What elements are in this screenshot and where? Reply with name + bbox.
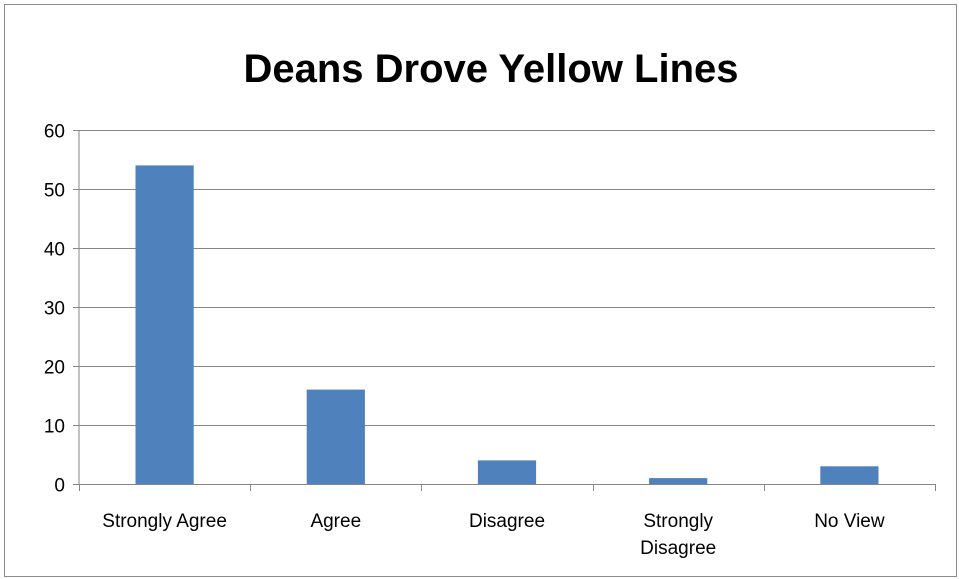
bar: [135, 165, 194, 484]
x-tick-label-line: Disagree: [640, 538, 716, 559]
y-tick-label: 10: [44, 417, 65, 438]
chart-title: Deans Drove Yellow Lines: [243, 47, 738, 91]
x-tick-label: No View: [814, 511, 885, 532]
x-tick-label: Disagree: [469, 511, 545, 532]
gridlines: [73, 130, 935, 426]
y-tick-label: 60: [44, 122, 65, 143]
y-tick-label: 30: [44, 299, 65, 320]
bar: [306, 389, 365, 484]
x-tick-label-line: Agree: [310, 511, 361, 532]
x-axis-tick-labels: Strongly Agree Agree Disagree Strongly Disag…: [102, 511, 885, 559]
x-tick-label-line: Strongly Agree: [102, 511, 227, 532]
y-tick-label: 0: [54, 476, 65, 497]
y-tick-label: 40: [44, 240, 65, 261]
x-tick-label: Strongly Agree: [102, 511, 227, 532]
bar: [820, 466, 879, 484]
bar: [649, 478, 708, 484]
y-tick-label: 20: [44, 358, 65, 379]
x-tick-label: Agree: [310, 511, 361, 532]
x-tick-label-line: Disagree: [469, 511, 545, 532]
x-axis: [73, 130, 936, 491]
x-tick-label-line: Strongly: [643, 511, 713, 532]
bars: [135, 165, 879, 484]
x-tick-label-line: No View: [814, 511, 885, 532]
y-axis-tick-labels: 0 10 20 30 40 50 60: [44, 122, 65, 497]
y-tick-label: 50: [44, 181, 65, 202]
bar: [477, 460, 537, 484]
x-tick-label: Strongly Disagree: [640, 511, 716, 559]
